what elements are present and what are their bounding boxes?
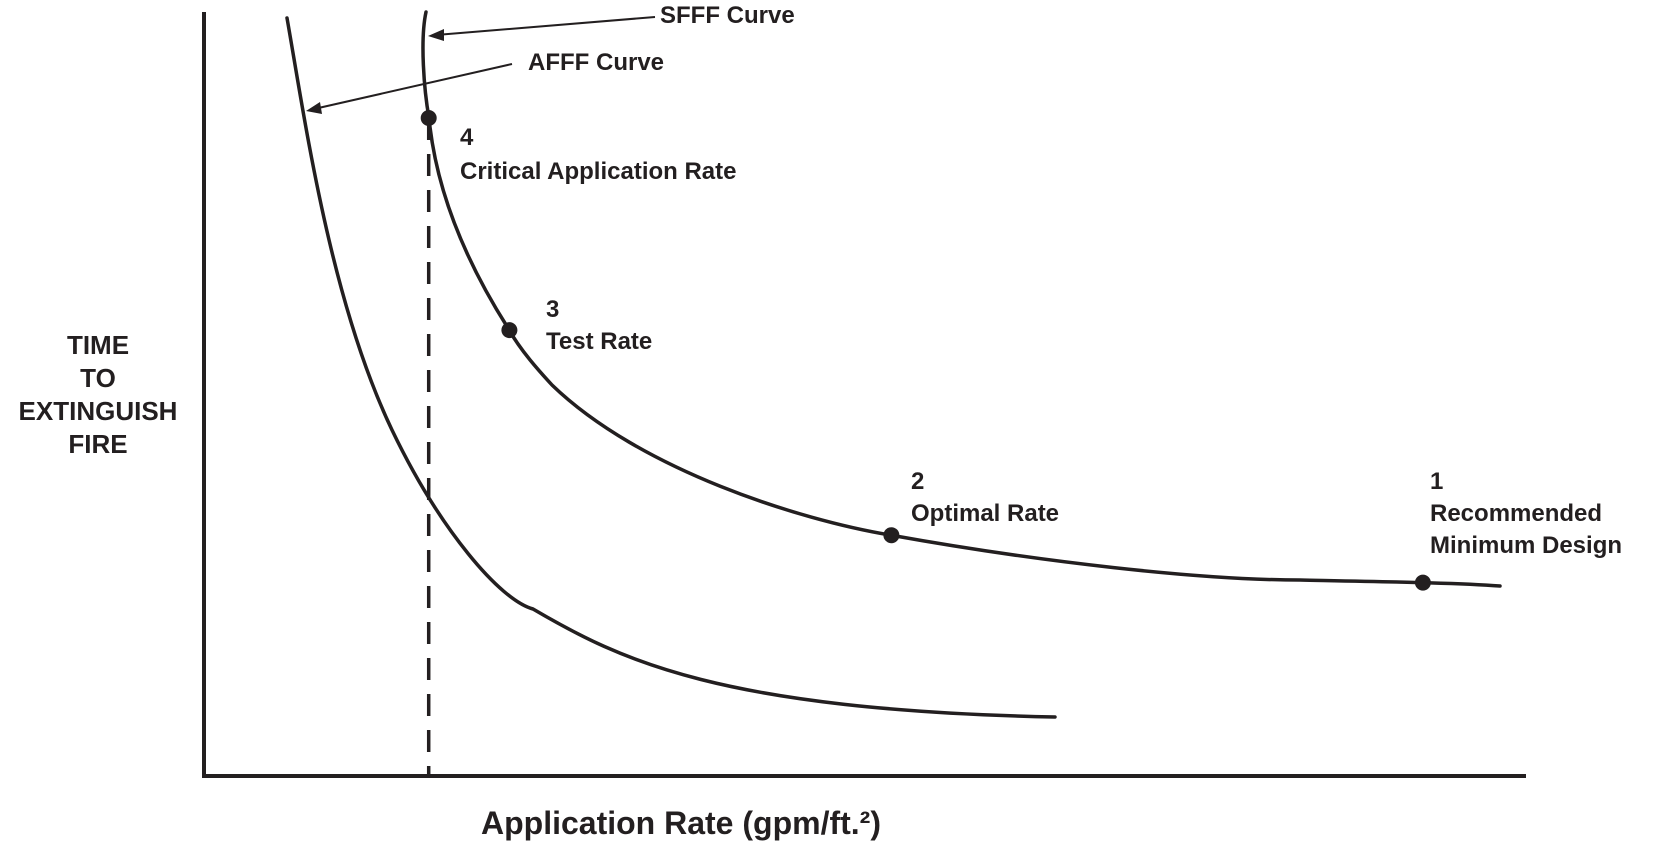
sfff-callout-label: SFFF Curve: [660, 2, 795, 29]
point-1-label-line2: Minimum Design: [1430, 532, 1622, 559]
point-2-label: Optimal Rate: [911, 500, 1059, 527]
point-4-marker: [420, 110, 437, 126]
afff-callout-label: AFFF Curve: [528, 49, 664, 76]
y-axis-label-line2: TO: [80, 363, 116, 393]
afff-curve: [285, 16, 1057, 719]
x-axis-label: Application Rate (gpm/ft.²): [481, 805, 881, 841]
point-2-number: 2: [911, 468, 924, 495]
sfff-callout-arrow: [428, 16, 656, 41]
y-axis-label-line4: FIRE: [68, 429, 127, 459]
point-3-marker: [501, 322, 518, 339]
point-4-label: Critical Application Rate: [460, 158, 737, 185]
point-4-number: 4: [460, 124, 474, 151]
afff-callout-arrow: [306, 63, 513, 114]
point-markers: [420, 110, 1431, 591]
point-1-marker: [1414, 574, 1431, 591]
point-2-marker: [883, 527, 900, 544]
y-axis-label-line3: EXTINGUISH: [19, 396, 178, 426]
y-axis-label-line1: TIME: [67, 330, 129, 360]
sfff-curve: [421, 10, 1502, 588]
point-3-label: Test Rate: [546, 328, 652, 355]
point-1-number: 1: [1430, 468, 1443, 495]
point-1-label-line1: Recommended: [1430, 500, 1602, 527]
point-3-number: 3: [546, 296, 559, 323]
